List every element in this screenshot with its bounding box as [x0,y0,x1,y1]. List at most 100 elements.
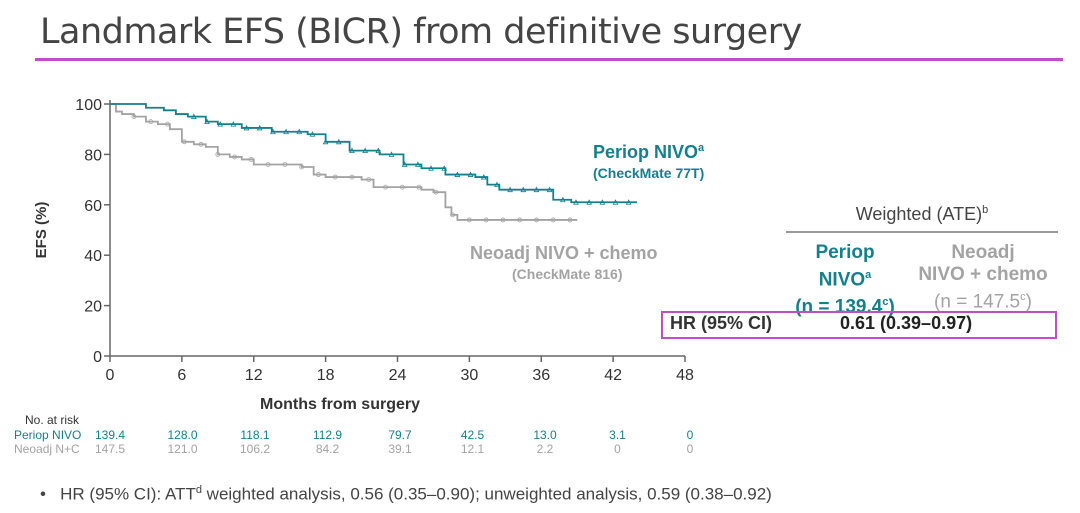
censor-mark [375,147,382,154]
censor-mark [480,174,487,180]
title-underline [35,58,1063,61]
chart-axes: 0 20 40 60 80 100 0 6 12 18 24 30 36 42 48 [75,97,694,384]
x-tick-label: 30 [460,367,478,384]
censor-mark [433,189,439,195]
x-tick-label: 36 [532,367,550,384]
at-risk-value: 84.2 [316,442,340,456]
at-risk-value: 147.5 [95,442,125,456]
x-axis-label: Months from surgery [260,396,420,413]
series-label-neoadj: Neoadj NIVO + chemo [470,243,658,263]
censor-mark [500,217,506,223]
hr-label: HR (95% CI) [670,313,773,333]
at-risk-value: 39.1 [388,442,412,456]
x-tick-label: 6 [177,367,186,384]
y-tick-label: 0 [93,349,102,366]
censor-mark [494,181,500,188]
censor-mark [270,128,276,135]
censor-mark [349,174,355,180]
censor-mark [198,141,204,147]
censor-mark [190,113,197,119]
censor-mark [599,199,606,205]
at-risk-value: 2.2 [537,442,554,456]
at-risk-value: 79.7 [388,428,412,442]
at-risk-header: No. at risk [25,413,80,427]
censor-mark [454,171,461,177]
x-tick-label: 42 [604,367,622,384]
censor-mark [165,121,170,127]
censor-mark [534,217,539,223]
weighted-col-neoadj: Neoadj NIVO + chemo (n = 147.5c) [918,242,1048,313]
censor-mark [309,131,316,137]
y-tick-label: 40 [84,248,102,265]
weighted-col-periop: Periop NIVOa (n = 139.4c) [795,242,895,318]
at-risk-row-label: Periop NIVO [14,428,81,442]
series-sublabel-neoadj: (CheckMate 816) [512,266,623,282]
at-risk-value: 106.2 [240,442,270,456]
censor-mark [230,121,237,127]
censor-mark [299,164,305,170]
censor-mark [415,161,421,167]
censor-mark [282,162,288,167]
censor-mark [232,154,237,160]
censor-mark [399,184,405,190]
censor-mark [466,217,472,223]
censor-mark [507,186,513,193]
censor-mark [416,184,422,190]
footnote-bullet: • HR (95% CI): ATTd weighted analysis, 0… [40,484,772,504]
at-risk-value: 42.5 [461,428,485,442]
slide-title: Landmark EFS (BICR) from definitive surg… [40,12,802,52]
censor-mark [559,196,566,203]
censor-mark [550,217,556,223]
at-risk-value: 3.1 [609,428,626,442]
censor-mark [467,171,474,177]
y-axis-label: EFS (%) [33,202,50,259]
censor-mark [441,165,448,171]
weighted-table-rule [786,231,1058,233]
censor-mark [248,157,254,162]
at-risk-value: 121.0 [167,442,197,456]
at-risk-value: 139.4 [95,428,125,442]
censor-mark [573,199,579,205]
censor-mark [131,114,137,119]
at-risk-value: 112.9 [313,428,342,442]
censor-mark [204,118,210,125]
censor-mark [428,165,434,171]
censor-mark [349,147,355,154]
at-risk-value: 0 [687,428,694,442]
at-risk-value: 12.1 [461,442,485,456]
censor-mark [332,174,338,180]
at-risk-row-label: Neoadj N+C [14,442,80,456]
at-risk-value: 128.0 [167,428,197,442]
y-tick-label: 20 [84,299,102,316]
hr-highlight-box [661,311,1057,339]
censor-mark [388,151,395,157]
censor-mark [533,186,540,193]
weighted-table-header: Weighted (ATE)b [855,204,989,224]
censor-mark [335,138,342,145]
censor-mark [217,121,224,127]
censor-mark [586,199,593,205]
censor-mark [383,184,388,190]
at-risk-value: 118.1 [240,428,269,442]
censor-mark [401,161,408,167]
x-tick-label: 12 [245,367,263,384]
censor-mark [296,128,303,135]
hr-value: 0.61 (0.39–0.97) [840,313,973,333]
censor-mark [366,177,372,183]
censor-mark [567,217,573,223]
censor-mark [265,162,271,167]
x-tick-label: 0 [106,367,115,384]
censor-mark [316,172,321,177]
censor-mark [148,119,154,125]
series-sublabel-periop: (CheckMate 77T) [593,165,704,181]
censor-mark [243,124,250,131]
km-curve-neoadj [110,103,578,221]
x-tick-label: 48 [676,367,694,384]
censor-mark [256,124,263,131]
censor-mark [283,128,289,135]
censor-mark [483,217,489,223]
at-risk-value: 13.0 [533,428,557,442]
censor-mark [215,151,221,157]
